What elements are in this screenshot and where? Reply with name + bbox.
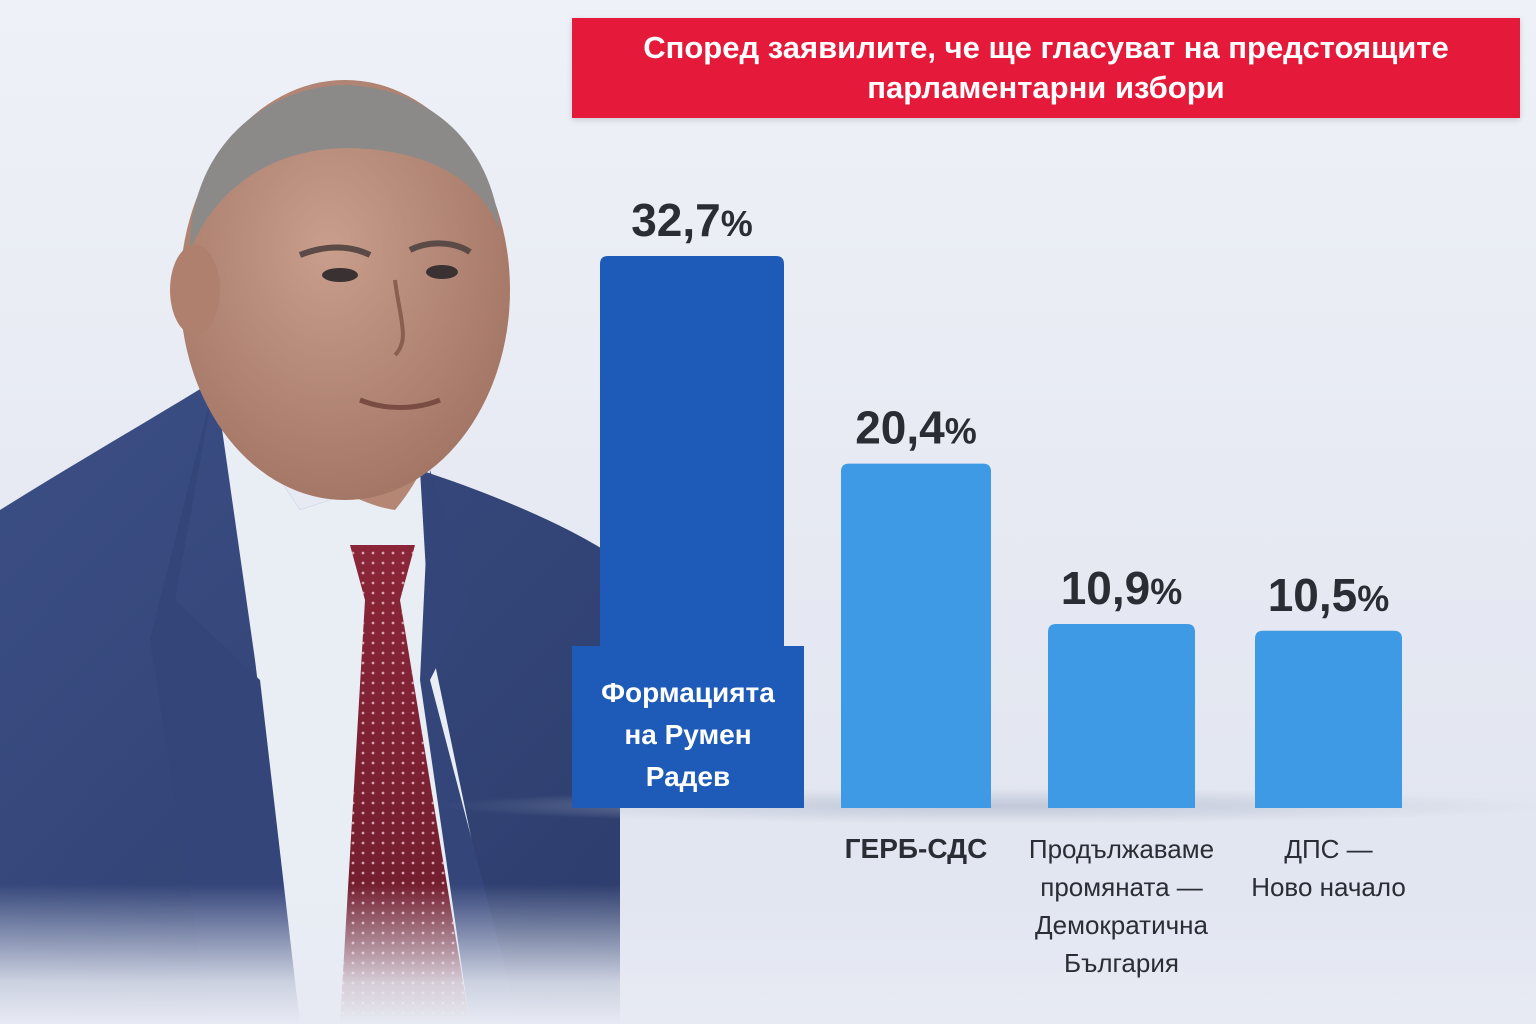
category-label-1-line-0: ГЕРБ-СДС	[845, 833, 988, 864]
chart-title-line-2: парламентарни избори	[867, 70, 1225, 105]
bar-1	[841, 463, 991, 808]
value-label-1: 20,4%	[855, 402, 977, 454]
chart-title-banner: Според заявилите, че ще гласуват на пред…	[572, 18, 1520, 118]
category-label-0-line-1: на Румен	[624, 719, 751, 750]
value-number-2: 10,9	[1061, 562, 1151, 614]
category-label-2-line-1: промяната —	[1040, 872, 1203, 902]
category-label-2-line-0: Продължаваме	[1029, 834, 1214, 864]
category-label-0-line-0: Формацията	[601, 677, 775, 708]
hair	[190, 85, 500, 250]
value-label-3: 10,5%	[1268, 569, 1390, 621]
category-label-2-line-3: България	[1064, 948, 1179, 978]
highlight-label-box	[572, 646, 804, 808]
value-unit-3: %	[1357, 578, 1389, 619]
value-number-1: 20,4	[855, 402, 945, 454]
bar-2	[1048, 624, 1195, 808]
right-lapel	[420, 470, 520, 1024]
value-unit-1: %	[945, 411, 977, 452]
value-number-0: 32,7	[631, 194, 721, 246]
value-unit-2: %	[1150, 571, 1182, 612]
head	[180, 80, 510, 500]
value-unit-0: %	[721, 203, 753, 244]
value-label-0: 32,7%	[631, 194, 753, 246]
chart-title-line-1: Според заявилите, че ще гласуват на пред…	[643, 30, 1449, 65]
value-number-3: 10,5	[1268, 569, 1358, 621]
left-lapel	[150, 380, 300, 1024]
category-label-2-line-2: Демократична	[1035, 910, 1208, 940]
bar-3	[1255, 630, 1402, 808]
value-label-2: 10,9%	[1061, 562, 1183, 614]
category-label-0-line-2: Радев	[646, 761, 730, 792]
category-label-3-line-0: ДПС —	[1284, 834, 1372, 864]
bottom-fade	[0, 884, 1536, 1024]
category-label-3-line-1: Ново начало	[1251, 872, 1406, 902]
